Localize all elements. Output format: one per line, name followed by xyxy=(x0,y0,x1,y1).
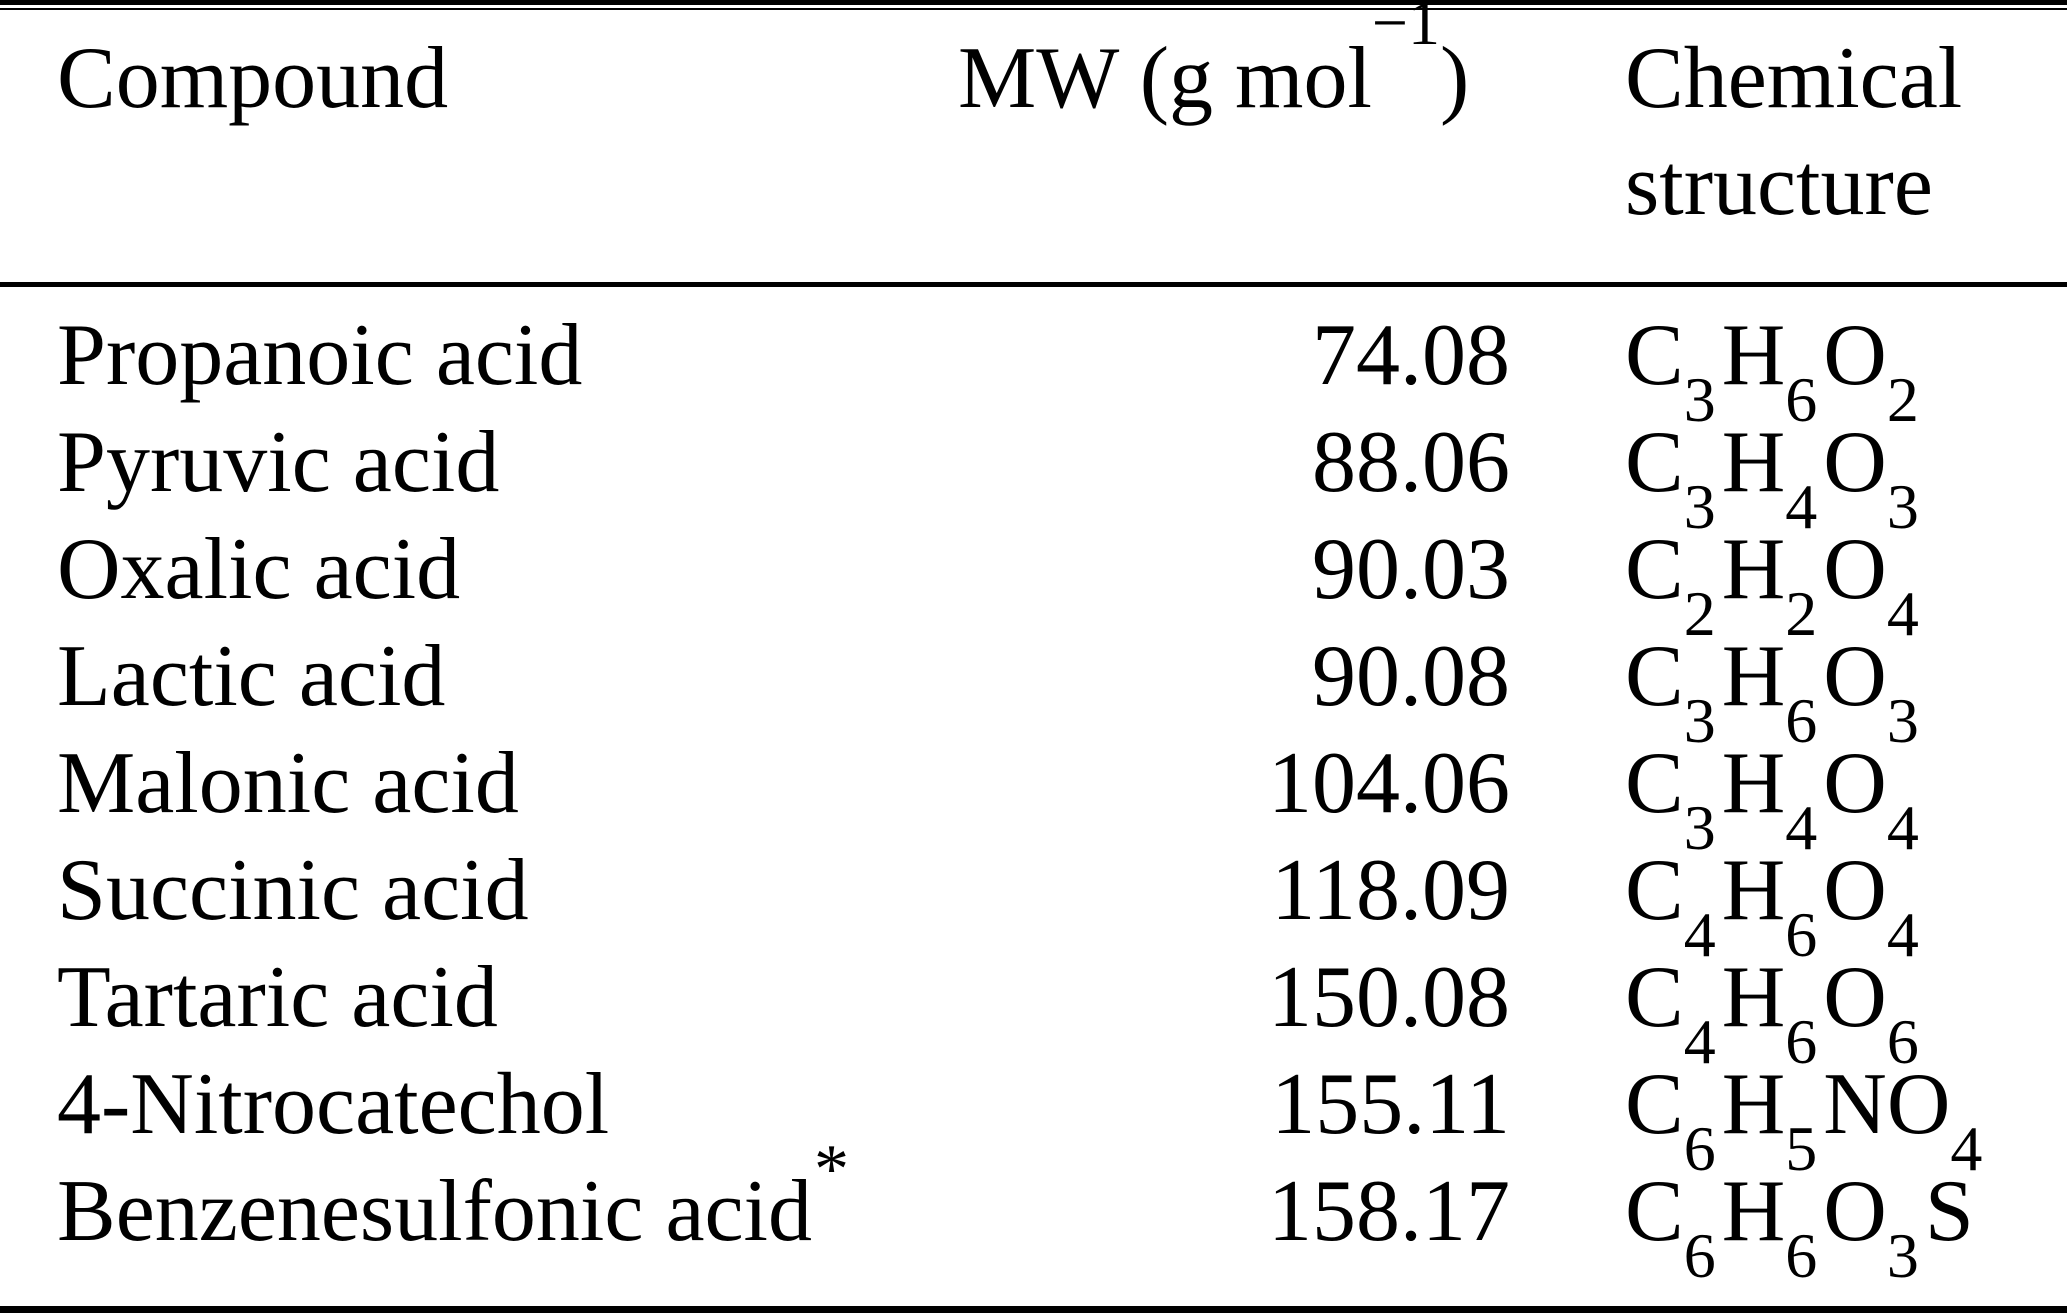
formula-subscript: 4 xyxy=(1785,791,1818,863)
mw-value-cell: 158.17 xyxy=(1268,1163,1510,1260)
table-body: Propanoic acid 74.08 C3H6O2 Pyruvic acid 88.… xyxy=(0,302,2067,1291)
formula-subscript: 2 xyxy=(1785,577,1818,649)
formula-subscript: 3 xyxy=(1886,470,1919,542)
formula-cell: C4H6O6 xyxy=(1625,949,1919,1077)
formula-subscript: 4 xyxy=(1683,1005,1716,1077)
mw-value-cell: 88.06 xyxy=(1312,414,1510,511)
formula-subscript: 2 xyxy=(1886,363,1919,435)
mw-value-cell: 90.03 xyxy=(1312,521,1510,618)
compound-name-cell: Benzenesulfonic acid* xyxy=(57,1130,850,1260)
table-row: Succinic acid 118.09 C4H6O4 xyxy=(0,837,2067,970)
formula-subscript: 3 xyxy=(1683,363,1716,435)
mw-header-close-paren: ) xyxy=(1440,30,1470,127)
compound-name-cell: Malonic acid xyxy=(57,735,519,832)
compound-name-cell: Propanoic acid xyxy=(57,307,583,404)
top-rule-thick xyxy=(0,0,2067,5)
mw-value-cell: 104.06 xyxy=(1268,735,1510,832)
formula-subscript: 6 xyxy=(1683,1112,1716,1184)
formula-subscript: 3 xyxy=(1683,470,1716,542)
formula-subscript: 4 xyxy=(1886,577,1919,649)
footnote-asterisk: * xyxy=(814,1130,850,1208)
top-rule-thin xyxy=(0,8,2067,10)
formula-cell: C3H6O3 xyxy=(1625,628,1919,756)
superscript-minus-one: −1 xyxy=(1371,0,1441,58)
formula-subscript: 2 xyxy=(1683,577,1716,649)
formula-subscript: 6 xyxy=(1785,363,1818,435)
compound-name-cell: Oxalic acid xyxy=(57,521,461,618)
table-row: Malonic acid 104.06 C3H4O4 xyxy=(0,730,2067,863)
formula-subscript: 3 xyxy=(1683,684,1716,756)
formula-subscript: 3 xyxy=(1886,1219,1919,1291)
mw-value-cell: 90.08 xyxy=(1312,628,1510,725)
compound-name-cell: Lactic acid xyxy=(57,628,446,725)
formula-subscript: 6 xyxy=(1785,1005,1818,1077)
formula-cell: C3H4O4 xyxy=(1625,735,1919,863)
formula-cell: C2H2O4 xyxy=(1625,521,1919,649)
formula-cell: C6H5NO4 xyxy=(1625,1056,1983,1184)
formula-cell: C3H4O3 xyxy=(1625,414,1919,542)
formula-subscript: 4 xyxy=(1785,470,1818,542)
formula-subscript: 6 xyxy=(1785,1219,1818,1291)
mw-value-cell: 150.08 xyxy=(1268,949,1510,1046)
compound-name-cell: Pyruvic acid xyxy=(57,414,500,511)
bottom-rule xyxy=(0,1306,2067,1313)
table-row: 4-Nitrocatechol 155.11 C6H5NO4 xyxy=(0,1051,2067,1184)
table-row: Propanoic acid 74.08 C3H6O2 xyxy=(0,302,2067,435)
mw-value-cell: 74.08 xyxy=(1312,307,1510,404)
formula-subscript: 6 xyxy=(1886,1005,1919,1077)
chemical-structure-header-line1: Chemical xyxy=(1625,30,1963,127)
table-row: Benzenesulfonic acid* 158.17 C6H6O3S xyxy=(0,1130,2067,1291)
formula-subscript: 6 xyxy=(1785,898,1818,970)
formula-subscript: 4 xyxy=(1886,791,1919,863)
column-header-chemical-structure: Chemical structure xyxy=(1625,25,1962,239)
table-row: Pyruvic acid 88.06 C3H4O3 xyxy=(0,409,2067,542)
table-row: Tartaric acid 150.08 C4H6O6 xyxy=(0,944,2067,1077)
table-row: Lactic acid 90.08 C3H6O3 xyxy=(0,623,2067,756)
formula-subscript: 5 xyxy=(1785,1112,1818,1184)
formula-subscript: 4 xyxy=(1683,898,1716,970)
formula-subscript: 6 xyxy=(1785,684,1818,756)
formula-subscript: 3 xyxy=(1886,684,1919,756)
table-row: Oxalic acid 90.03 C2H2O4 xyxy=(0,516,2067,649)
formula-cell: C3H6O2 xyxy=(1625,307,1919,435)
formula-subscript: 4 xyxy=(1950,1112,1983,1184)
column-header-compound: Compound xyxy=(57,30,449,127)
compound-name-cell: Tartaric acid xyxy=(57,949,498,1046)
compound-name-cell: Succinic acid xyxy=(57,842,529,939)
mw-value-cell: 118.09 xyxy=(1271,842,1510,939)
chemical-structure-header-line2: structure xyxy=(1625,137,1933,234)
formula-subscript: 6 xyxy=(1683,1219,1716,1291)
formula-cell: C4H6O4 xyxy=(1625,842,1919,970)
header-divider-rule xyxy=(0,282,2067,287)
mw-header-text: MW (g mol xyxy=(958,30,1372,127)
compound-name-cell: 4-Nitrocatechol xyxy=(57,1056,610,1153)
formula-subscript: 3 xyxy=(1683,791,1716,863)
formula-subscript: 4 xyxy=(1886,898,1919,970)
mw-value-cell: 155.11 xyxy=(1271,1056,1510,1153)
column-header-mw: MW (g mol−1) xyxy=(958,0,1470,132)
formula-cell: C6H6O3S xyxy=(1625,1163,1974,1291)
